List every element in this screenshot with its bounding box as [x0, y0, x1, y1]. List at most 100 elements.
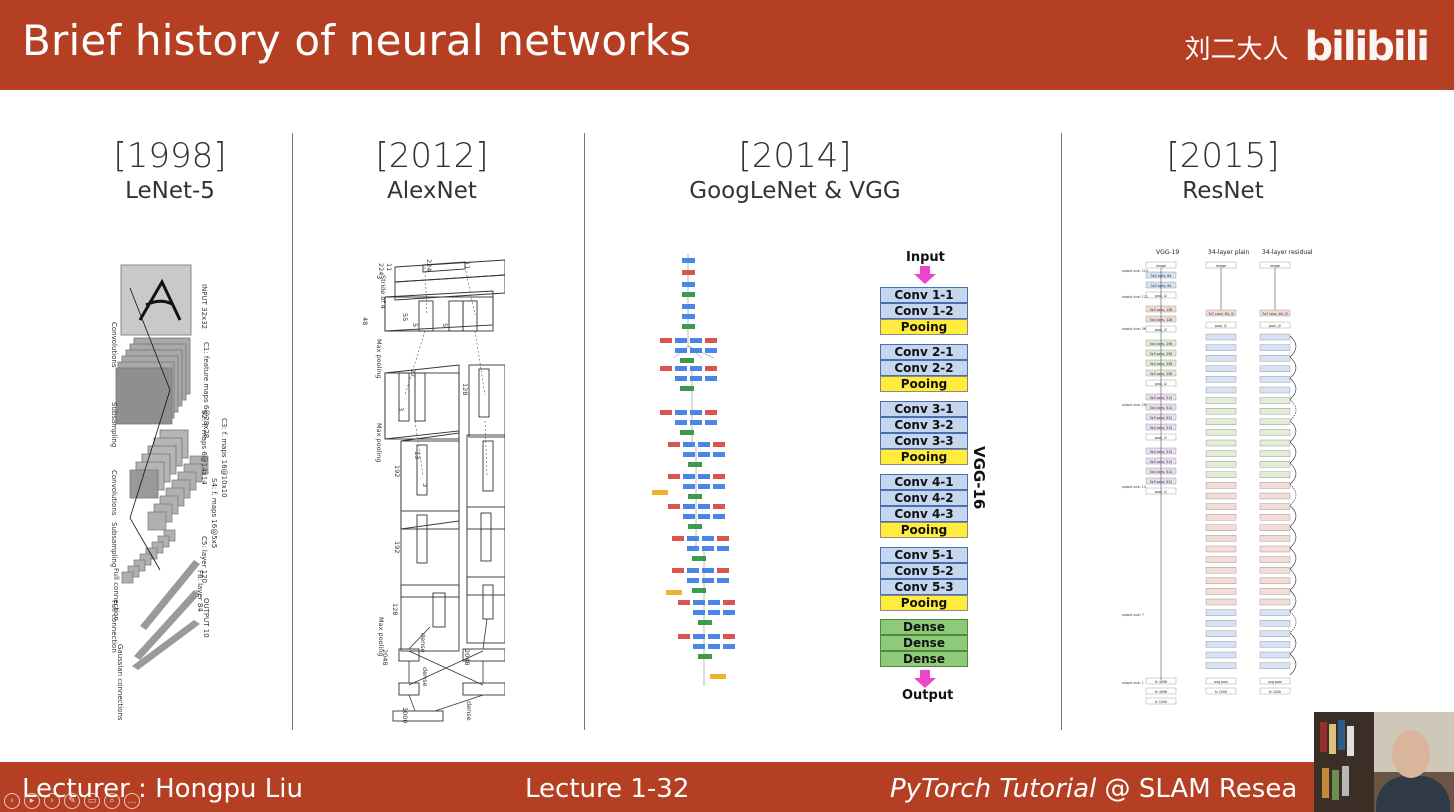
alexnet-label: 224 [377, 263, 385, 275]
resnet-layer-box [1259, 333, 1291, 341]
prev-icon[interactable]: ‹ [4, 793, 20, 809]
resnet-layer-box [1259, 365, 1291, 372]
vgg-output-label: Output [902, 688, 954, 703]
resnet-layer-box [1205, 439, 1237, 447]
vgg-conv-5-3: Conv 5-3 [880, 579, 968, 595]
book [1347, 726, 1354, 756]
pen-icon[interactable]: ✎ [64, 793, 80, 809]
resnet-layer-box [1205, 365, 1237, 372]
resnet-layer-box [1145, 687, 1177, 695]
resnet-layer-box [1205, 450, 1237, 457]
alexnet-label: 11 [385, 263, 393, 271]
residual-skip-connection [1289, 526, 1297, 549]
resnet-layer-box [1259, 556, 1291, 563]
resnet-output-size: output size: 1 [1122, 681, 1144, 685]
vgg-conv-5-1: Conv 5-1 [880, 547, 968, 563]
googlenet-layer-block [713, 514, 725, 519]
alexnet-label: Stride of 4 [379, 275, 387, 309]
residual-skip-connection [1289, 568, 1297, 591]
residual-skip-connection [1289, 420, 1297, 443]
slide-footer: Lecturer : Hongpu Liu Lecture 1-32 PyTor… [0, 762, 1454, 812]
year-label: [2014] [738, 136, 852, 176]
vgg-pool-3: Pooing [880, 449, 968, 465]
googlenet-layer-block [675, 410, 687, 415]
resnet-layer-box [1205, 620, 1237, 627]
alexnet-label: 128 [461, 383, 469, 395]
resnet-layer-box [1259, 397, 1291, 404]
slide-title: Brief history of neural networks [22, 16, 692, 65]
googlenet-layer-block [693, 634, 705, 639]
googlenet-layer-block [687, 578, 699, 583]
tutorial-rest: @ SLAM Resea [1096, 774, 1298, 804]
resnet-header-residual: 34-layer residual [1262, 249, 1313, 256]
year-label: [1998] [113, 136, 227, 176]
network-name: AlexNet [387, 178, 477, 204]
googlenet-layer-block [688, 462, 702, 467]
resnet-layer-box [1205, 588, 1237, 595]
googlenet-layer-block [698, 620, 712, 625]
resnet-layer-box [1259, 651, 1291, 659]
column-alexnet: [2012] AlexNet [357, 136, 507, 206]
presenter-body [1376, 776, 1450, 812]
alexnet-label: 3 [397, 407, 405, 411]
alexnet-label: dense [465, 701, 473, 721]
googlenet-layer-block [682, 249, 694, 254]
googlenet-layer-block [698, 442, 710, 447]
alexnet-label: 224 [425, 259, 433, 271]
googlenet-layer-block [672, 536, 684, 541]
resnet-layer-text: fc 1000 [1215, 690, 1227, 694]
lenet-op: Full connection [112, 568, 120, 621]
next-icon[interactable]: › [44, 793, 60, 809]
resnet-layer-box [1205, 492, 1237, 500]
more-icon[interactable]: … [124, 793, 140, 809]
googlenet-layer-block [717, 536, 729, 541]
play-icon[interactable]: ▸ [24, 793, 40, 809]
alexnet-label: 13 [413, 451, 421, 459]
resnet-layer-box [1205, 321, 1237, 329]
vgg-conv-4-3: Conv 4-3 [880, 506, 968, 522]
googlenet-layer-block [698, 504, 710, 509]
googlenet-layer-block [717, 578, 729, 583]
book [1329, 724, 1336, 754]
googlenet-layer-block [652, 490, 668, 495]
resnet-layer-box [1205, 503, 1237, 510]
googlenet-layer-block [688, 524, 702, 529]
googlenet-layer-block [708, 610, 720, 615]
resnet-layer-box [1259, 535, 1291, 542]
googlenet-layer-block [682, 314, 695, 319]
vgg-dense-1: Dense [880, 619, 968, 635]
googlenet-layer-block [698, 474, 710, 479]
resnet-output-size: output size: 112 [1122, 295, 1148, 299]
resnet-layer-box [1259, 376, 1291, 383]
copy-icon[interactable]: ▭ [84, 793, 100, 809]
googlenet-layer-block [698, 514, 710, 519]
resnet-layer-box [1205, 687, 1237, 695]
alexnet-label: 192 [393, 541, 401, 553]
googlenet-layer-block [682, 282, 695, 287]
column-lenet: [1998] LeNet-5 [95, 136, 245, 206]
resnet-layer-box [1205, 662, 1237, 669]
network-name: LeNet-5 [125, 178, 215, 204]
network-name: ResNet [1182, 178, 1264, 204]
alexnet-label: 2048 [381, 649, 389, 666]
resnet-layer-box [1259, 662, 1291, 669]
vgg-input-label: Input [906, 250, 945, 265]
googlenet-layer-block [708, 600, 720, 605]
resnet-layer-box [1259, 429, 1291, 436]
column-divider [584, 133, 585, 730]
googlenet-layer-block [708, 644, 720, 649]
residual-skip-connection [1289, 611, 1297, 633]
resnet-layer-box [1205, 408, 1237, 415]
googlenet-layer-block [660, 366, 672, 371]
resnet-layer-box [1205, 386, 1237, 394]
googlenet-layer-block [690, 410, 702, 415]
resnet-layer-box [1205, 609, 1237, 616]
lenet-label-s2: S2: f. maps 6@14x14 [200, 410, 208, 485]
lenet-op: Gaussian connections [116, 644, 124, 720]
resnet-layer-text: fc 4096 [1155, 680, 1167, 684]
zoom-icon[interactable]: ⌕ [104, 793, 120, 809]
lenet-label-input: INPUT 32x32 [200, 284, 208, 329]
resnet-layer-box [1259, 687, 1291, 695]
column-googlenet-vgg: [2014] GoogLeNet & VGG [660, 136, 930, 206]
year-label: [2012] [375, 136, 489, 176]
